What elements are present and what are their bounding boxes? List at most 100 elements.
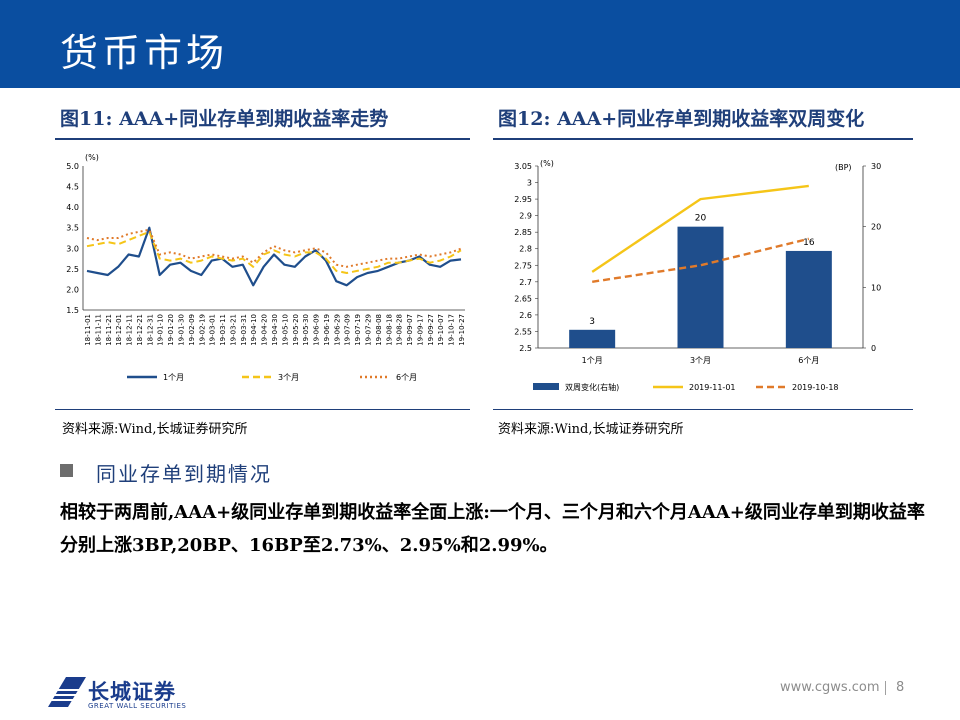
x-tick-label: 18-11-11 (94, 314, 102, 346)
x-tick-label: 19-07-19 (354, 314, 362, 346)
footer-separator (885, 681, 886, 695)
body-paragraph: 相较于两周前,AAA+级同业存单到期收益率全面上涨:一个月、三个月和六个月AAA… (60, 502, 925, 556)
x-tick-label: 19-07-09 (344, 314, 352, 346)
y-tick-label: 2.5 (66, 265, 79, 274)
x-tick-label: 19-06-09 (313, 314, 321, 346)
x-tick-label: 19-01-10 (157, 314, 165, 346)
x-tick-label: 19-03-31 (240, 314, 248, 346)
x-tick-label: 19-05-10 (281, 314, 289, 346)
x-tick-label: 18-12-11 (126, 314, 134, 346)
footer-brand: 长城证券 (88, 680, 176, 704)
page-number: 8 (896, 680, 905, 695)
x-tick-label: 19-06-19 (323, 314, 331, 346)
figure12-bottom-rule (493, 409, 913, 410)
x-tick-label: 19-10-27 (458, 314, 466, 346)
y-tick-label: 4.0 (66, 203, 79, 212)
y-tick-label: 3.0 (66, 244, 79, 253)
figure11-top-rule (55, 138, 470, 140)
y-tick-label: 1.5 (66, 306, 79, 315)
x-tick-label: 19-09-07 (406, 314, 414, 346)
x-tick-label: 19-08-18 (385, 314, 393, 346)
x-tick-label: 18-11-21 (105, 314, 113, 346)
x-tick-label: 18-12-31 (146, 314, 154, 346)
x-tick-label: 19-10-17 (448, 314, 456, 346)
bar-1个月 (569, 329, 616, 348)
left-tick-label: 2.5 (519, 344, 532, 353)
figure11-source: 资料来源:Wind,长城证券研究所 (62, 422, 248, 437)
x-tick-label: 19-03-21 (229, 314, 237, 346)
x-tick-label: 19-06-29 (333, 314, 341, 346)
y-tick-label: 3.5 (66, 224, 79, 233)
left-tick-label: 2.7 (519, 278, 532, 287)
x-tick-label: 19-05-30 (302, 314, 310, 346)
figure12-heading: 图12: AAA+同业存单到期收益率双周变化 (498, 108, 865, 130)
x-tick-label: 18-12-01 (115, 314, 123, 346)
figure11-bottom-rule (55, 409, 470, 410)
legend-label: 6个月 (396, 373, 417, 382)
x-tick-label: 19-07-29 (365, 314, 373, 346)
figure12-source: 资料来源:Wind,长城证券研究所 (498, 422, 684, 437)
y-axis-unit: (%) (85, 153, 99, 162)
figure11-line-chart: (%)5.04.54.03.53.02.52.01.518-11-01 18-11… (66, 153, 466, 382)
figure12-bar-line-chart: (%) (BP) 3.05 3 2.95 2.9 2.85 2.8 2.75 2.7 2.65 2.6… (514, 159, 881, 392)
right-tick-label: 0 (871, 344, 876, 353)
x-tick-label: 19-05-20 (292, 314, 300, 346)
x-tick-label: 3个月 (690, 356, 711, 365)
bar-value-label: 20 (695, 214, 707, 224)
x-tick-label: 19-08-08 (375, 314, 383, 346)
series-line-3个月 (86, 230, 462, 274)
left-tick-label: 3 (527, 179, 532, 188)
series-line-1个月 (86, 226, 462, 287)
left-tick-label: 2.55 (514, 327, 532, 336)
footer-brand-en: GREAT WALL SECURITIES (88, 702, 187, 710)
y-tick-label: 2.0 (66, 285, 79, 294)
bar-value-label: 16 (803, 238, 815, 248)
x-tick-label: 19-01-30 (178, 314, 186, 346)
legend-label: 3个月 (278, 373, 299, 382)
left-tick-label: 2.85 (514, 228, 532, 237)
legend-label: 1个月 (163, 373, 184, 382)
x-tick-label: 19-03-11 (219, 314, 227, 346)
left-tick-label: 2.95 (514, 195, 532, 204)
left-axis-unit: (%) (540, 159, 554, 168)
x-tick-label: 19-01-20 (167, 314, 175, 346)
x-tick-label: 18-12-21 (136, 314, 144, 346)
series-line-2019-11-01 (591, 184, 809, 273)
x-tick-label: 19-03-01 (209, 314, 217, 346)
right-axis-unit: (BP) (835, 163, 852, 172)
figure11-heading: 图11: AAA+同业存单到期收益率走势 (60, 108, 389, 130)
x-tick-label: 19-09-17 (416, 314, 424, 346)
footer-url[interactable]: www.cgws.com (780, 680, 880, 695)
x-tick-label: 19-04-30 (271, 314, 279, 346)
top-banner (0, 0, 960, 88)
x-tick-label: 19-04-10 (250, 314, 258, 346)
x-tick-label: 1个月 (582, 356, 603, 365)
x-tick-label: 19-02-19 (198, 314, 206, 346)
y-tick-label: 4.5 (66, 183, 79, 192)
x-tick-label: 19-09-27 (427, 314, 435, 346)
x-tick-label: 19-02-09 (188, 314, 196, 346)
right-tick-label: 20 (871, 223, 881, 232)
great-wall-logo-icon (48, 677, 86, 707)
left-tick-label: 2.8 (519, 245, 532, 254)
bar-value-label: 3 (589, 317, 595, 327)
x-tick-label: 19-10-07 (437, 314, 445, 346)
legend-label: 双周变化(右轴) (565, 382, 619, 392)
x-tick-label: 19-04-20 (261, 314, 269, 346)
left-tick-label: 2.75 (514, 261, 532, 270)
y-tick-label: 5.0 (66, 162, 79, 171)
x-tick-label: 6个月 (798, 356, 819, 365)
x-tick-label: 18-11-01 (84, 314, 92, 346)
section-bullet (60, 464, 73, 477)
legend-swatch (533, 383, 559, 390)
left-tick-label: 2.9 (519, 212, 532, 221)
x-tick-label: 19-08-28 (396, 314, 404, 346)
bar-3个月 (677, 226, 724, 348)
left-tick-label: 2.6 (519, 311, 532, 320)
series-line-2019-10-18 (592, 237, 810, 283)
left-tick-label: 2.65 (514, 294, 532, 303)
figure12-top-rule (493, 138, 913, 140)
legend-label: 2019-10-18 (792, 383, 839, 392)
section-heading: 同业存单到期情况 (96, 462, 272, 486)
bar-6个月 (785, 250, 832, 348)
